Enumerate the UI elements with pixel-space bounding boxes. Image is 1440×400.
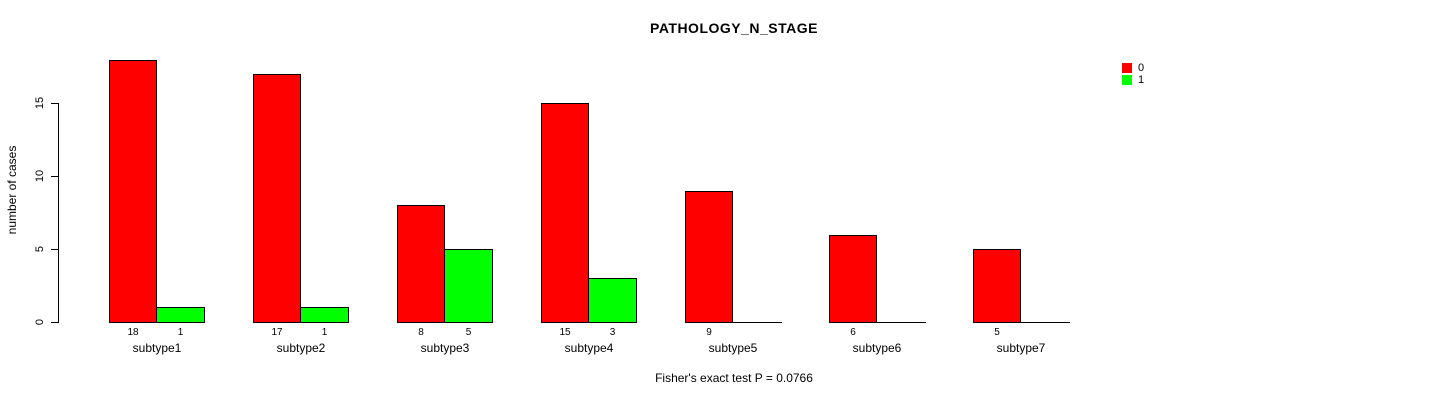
bar-value-subtype1-stage1: 1 bbox=[177, 327, 184, 338]
legend-label-stage1: 1 bbox=[1138, 74, 1145, 86]
bar-value-subtype7-stage0: 5 bbox=[994, 327, 1000, 338]
bar-subtype2-stage0 bbox=[253, 74, 301, 323]
y-axis-tick-label: 10 bbox=[34, 169, 46, 183]
bar-subtype4-stage1 bbox=[588, 278, 637, 323]
bar-value-subtype4-stage0: 15 bbox=[559, 327, 571, 338]
bar-value-subtype2-stage1: 1 bbox=[321, 327, 328, 338]
legend-label-stage0: 0 bbox=[1138, 62, 1145, 74]
category-label-subtype4: subtype4 bbox=[564, 341, 614, 355]
y-axis-title: number of cases bbox=[5, 145, 19, 235]
bar-value-subtype1-stage0: 18 bbox=[127, 327, 139, 338]
bar-zero-subtype7-stage1 bbox=[1020, 322, 1070, 323]
chart-title: PATHOLOGY_N_STAGE bbox=[650, 20, 818, 36]
bar-value-subtype4-stage1: 3 bbox=[609, 327, 616, 338]
category-label-subtype2: subtype2 bbox=[276, 341, 326, 355]
bar-value-subtype2-stage0: 17 bbox=[271, 327, 283, 338]
bar-subtype7-stage0 bbox=[973, 249, 1021, 323]
bar-zero-subtype6-stage1 bbox=[876, 322, 926, 323]
y-axis-tick bbox=[51, 103, 58, 104]
bar-value-subtype5-stage0: 9 bbox=[706, 327, 712, 338]
y-axis-tick-label: 0 bbox=[34, 318, 46, 326]
bar-subtype2-stage1 bbox=[300, 307, 349, 323]
y-axis-tick bbox=[51, 249, 58, 250]
bar-subtype1-stage1 bbox=[156, 307, 205, 323]
category-label-subtype6: subtype6 bbox=[852, 341, 902, 355]
category-label-subtype1: subtype1 bbox=[132, 341, 182, 355]
bar-subtype5-stage0 bbox=[685, 191, 733, 323]
bar-zero-subtype5-stage1 bbox=[732, 322, 782, 323]
bar-subtype4-stage0 bbox=[541, 103, 589, 323]
bar-value-subtype6-stage0: 6 bbox=[850, 327, 856, 338]
annotation-text: Fisher's exact test P = 0.0766 bbox=[655, 371, 813, 385]
legend-item-stage0: 0 bbox=[1122, 62, 1145, 74]
legend: 0 1 bbox=[1122, 63, 1144, 87]
y-axis-tick bbox=[51, 176, 58, 177]
category-label-subtype7: subtype7 bbox=[996, 341, 1046, 355]
bar-value-subtype3-stage0: 8 bbox=[418, 327, 424, 338]
category-label-subtype5: subtype5 bbox=[708, 341, 758, 355]
legend-swatch-green bbox=[1122, 75, 1132, 85]
bar-subtype1-stage0 bbox=[109, 60, 157, 323]
y-axis-line bbox=[58, 103, 59, 323]
category-label-subtype3: subtype3 bbox=[420, 341, 470, 355]
bar-subtype6-stage0 bbox=[829, 235, 877, 323]
legend-item-stage1: 1 bbox=[1122, 74, 1145, 86]
bar-subtype3-stage1 bbox=[444, 249, 493, 323]
bar-subtype3-stage0 bbox=[397, 205, 445, 323]
y-axis-tick-label: 15 bbox=[34, 96, 46, 110]
y-axis-tick-label: 5 bbox=[34, 245, 46, 253]
y-axis-tick bbox=[51, 322, 58, 323]
legend-swatch-red bbox=[1122, 63, 1132, 73]
bar-value-subtype3-stage1: 5 bbox=[465, 327, 472, 338]
